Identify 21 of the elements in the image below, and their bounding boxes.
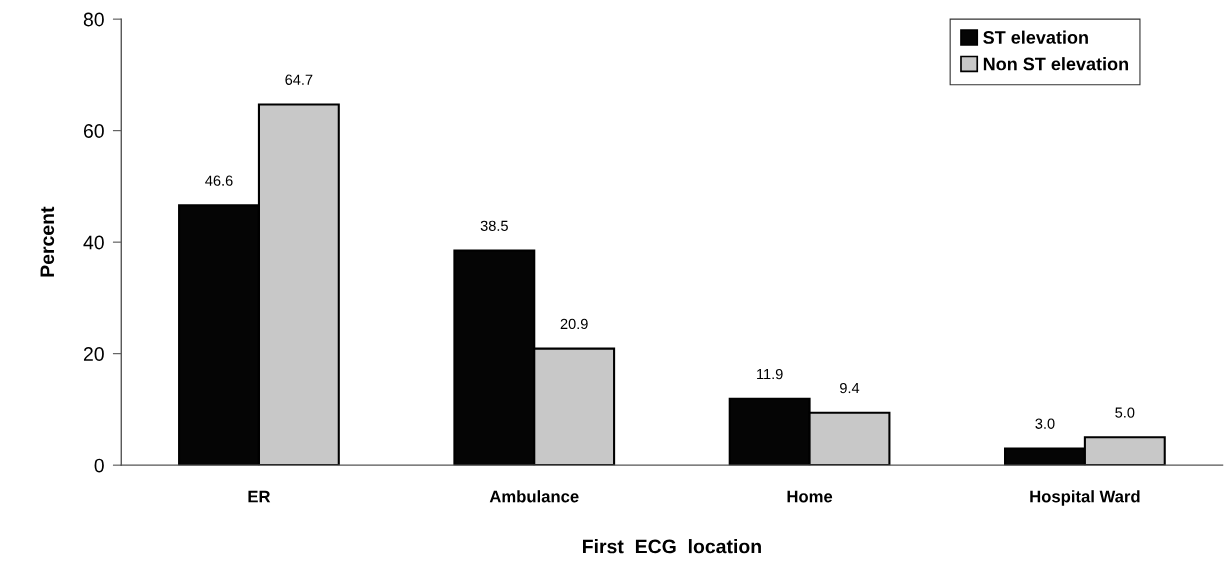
legend-label: ST elevation [983, 30, 1088, 44]
data-label: 11.9 [757, 368, 783, 380]
x-tick-label: Hospital Ward [1030, 490, 1140, 506]
y-tick-label: 0 [94, 458, 104, 473]
y-tick-label: 60 [83, 124, 104, 138]
data-label: 20.9 [560, 318, 588, 330]
data-label: 64.7 [285, 74, 313, 85]
y-tick-label: 20 [83, 347, 104, 361]
data-label: 3.0 [1035, 418, 1055, 429]
data-label: 9.4 [840, 382, 860, 394]
data-label: 38.5 [480, 220, 508, 231]
data-label: 5.0 [1115, 407, 1135, 418]
data-label: 46.6 [205, 175, 233, 186]
y-tick-label: 40 [83, 235, 104, 250]
x-tick-label: Ambulance [489, 490, 579, 503]
y-tick-label: 80 [83, 12, 104, 27]
x-tick-label: ER [248, 490, 271, 503]
y-axis-title: Percent [40, 206, 55, 277]
x-axis-title: First ECG location [583, 539, 761, 554]
x-tick-label: Home [787, 490, 833, 503]
legend-label: Non ST elevation [983, 57, 1129, 71]
